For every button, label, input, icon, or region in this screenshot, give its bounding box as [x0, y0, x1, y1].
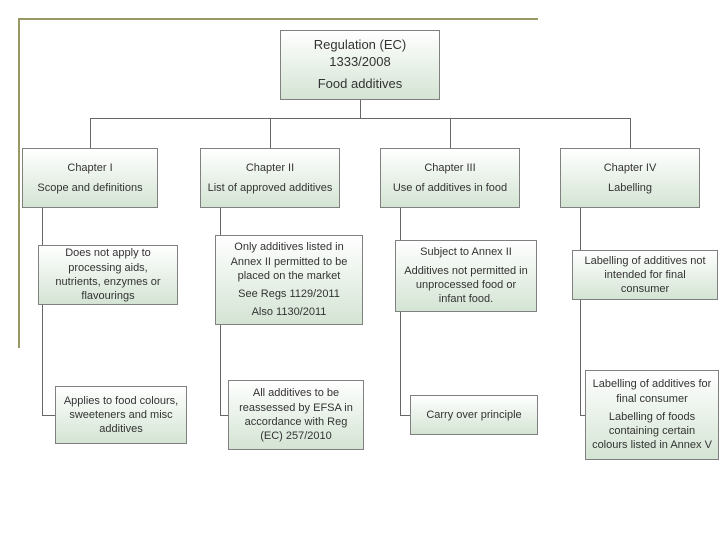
row2-text: Subject to Annex II	[420, 245, 512, 259]
root-box: Regulation (EC) 1333/2008 Food additives	[280, 30, 440, 100]
chapter-subtitle: Use of additives in food	[393, 181, 507, 195]
connector	[360, 100, 361, 118]
connector	[580, 300, 581, 415]
connector	[270, 118, 271, 148]
row3-text: Labelling of foods containing certain co…	[592, 410, 712, 453]
chapter-title: Chapter I	[67, 161, 112, 175]
row3-text: Labelling of additives for final consume…	[592, 377, 712, 406]
row3-text: Carry over principle	[426, 408, 521, 422]
connector	[42, 305, 43, 415]
connector	[630, 118, 631, 148]
row3-col2-box: All additives to be reassessed by EFSA i…	[228, 380, 364, 450]
connector	[400, 312, 401, 415]
row2-col1-box: Does not apply to processing aids, nutri…	[38, 245, 178, 305]
row2-text: Additives not permitted in unprocessed f…	[402, 264, 530, 307]
chapter-2-box: Chapter II List of approved additives	[200, 148, 340, 208]
chapter-title: Chapter III	[424, 161, 475, 175]
row2-text: See Regs 1129/2011	[238, 287, 340, 301]
chapter-subtitle: List of approved additives	[208, 181, 333, 195]
connector	[90, 118, 91, 148]
connector	[220, 325, 221, 415]
root-line2: 1333/2008	[329, 54, 390, 71]
row2-col2-box: Only additives listed in Annex II permit…	[215, 235, 363, 325]
row2-text: Labelling of additives not intended for …	[579, 254, 711, 297]
row2-text: Also 1130/2011	[252, 305, 327, 319]
row2-col3-box: Subject to Annex II Additives not permit…	[395, 240, 537, 312]
chapter-3-box: Chapter III Use of additives in food	[380, 148, 520, 208]
slide-corner-left	[18, 18, 20, 348]
chapter-subtitle: Scope and definitions	[37, 181, 142, 195]
row3-text: Applies to food colours, sweeteners and …	[62, 394, 180, 437]
slide-corner-top	[18, 18, 538, 42]
chapter-title: Chapter II	[246, 161, 294, 175]
connector	[90, 118, 630, 119]
chapter-title: Chapter IV	[604, 161, 657, 175]
row3-col3-box: Carry over principle	[410, 395, 538, 435]
root-line1: Regulation (EC)	[314, 37, 407, 54]
chapter-subtitle: Labelling	[608, 181, 652, 195]
connector	[450, 118, 451, 148]
chapter-1-box: Chapter I Scope and definitions	[22, 148, 158, 208]
row2-text: Does not apply to processing aids, nutri…	[45, 246, 171, 303]
chapter-4-box: Chapter IV Labelling	[560, 148, 700, 208]
row3-text: All additives to be reassessed by EFSA i…	[235, 386, 357, 443]
row2-col4-box: Labelling of additives not intended for …	[572, 250, 718, 300]
row3-col1-box: Applies to food colours, sweeteners and …	[55, 386, 187, 444]
root-line3: Food additives	[318, 76, 403, 93]
row2-text: Only additives listed in Annex II permit…	[222, 240, 356, 283]
row3-col4-box: Labelling of additives for final consume…	[585, 370, 719, 460]
